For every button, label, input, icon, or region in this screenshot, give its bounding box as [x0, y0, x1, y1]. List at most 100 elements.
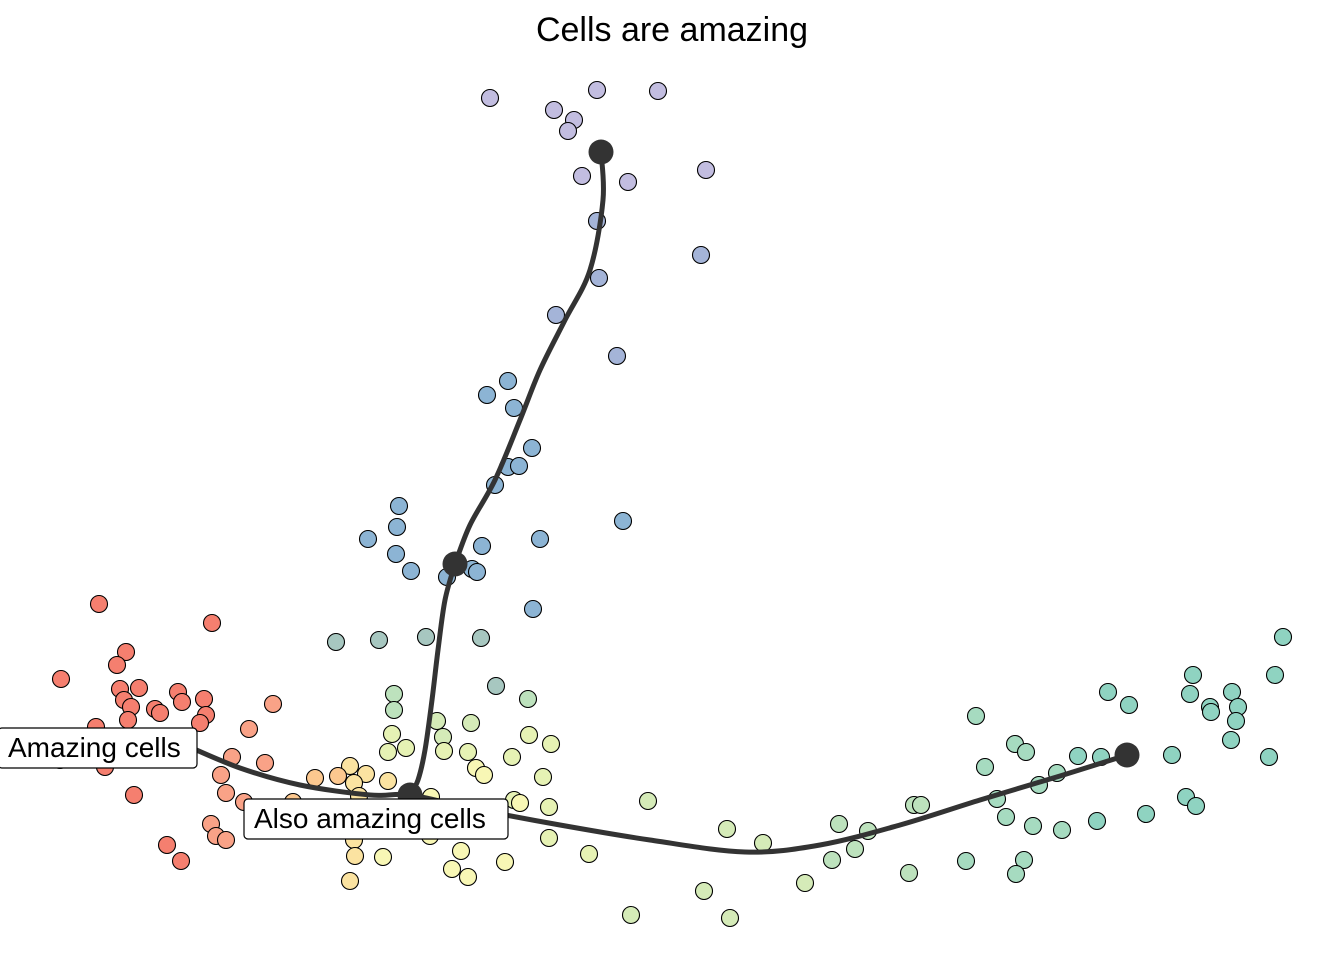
cell-point — [107, 655, 127, 675]
cell-point — [116, 642, 136, 662]
cell-point — [401, 561, 421, 581]
trajectory-node — [442, 551, 468, 577]
cell-point — [795, 873, 815, 893]
cell-point — [956, 851, 976, 871]
cell-point — [587, 80, 607, 100]
cell-point — [356, 764, 376, 784]
cell-point — [717, 819, 737, 839]
cell-point — [1273, 627, 1293, 647]
cell-point — [458, 742, 478, 762]
cell-point — [477, 385, 497, 405]
cell-point — [530, 529, 550, 549]
cell-point — [118, 710, 138, 730]
cell-point — [358, 529, 378, 549]
cell-point — [1265, 665, 1285, 685]
trajectory-lines — [182, 149, 1130, 855]
cell-point — [522, 438, 542, 458]
annotation-box — [243, 798, 509, 840]
cell-point — [396, 738, 416, 758]
trajectory-segment — [407, 561, 458, 798]
annotation-amazing-cells: Amazing cells — [0, 727, 198, 769]
cell-point — [539, 797, 559, 817]
cell-point — [1201, 702, 1221, 722]
cell-point — [533, 767, 553, 787]
cell-point — [378, 742, 398, 762]
cell-points — [50, 80, 1293, 928]
cell-point — [1136, 804, 1156, 824]
cell-point — [194, 689, 214, 709]
cell-point — [89, 594, 109, 614]
cell-point — [495, 852, 515, 872]
cell-point — [845, 839, 865, 859]
cell-point — [1068, 746, 1088, 766]
cell-point — [172, 692, 192, 712]
cell-point — [190, 713, 210, 733]
cell-point — [387, 517, 407, 537]
cell-point — [1014, 850, 1034, 870]
cell-point — [502, 747, 522, 767]
annotation-label: Also amazing cells — [254, 803, 486, 834]
cell-point — [509, 456, 529, 476]
cell-point — [996, 807, 1016, 827]
cell-point — [467, 562, 487, 582]
cell-point — [607, 346, 627, 366]
cell-point — [829, 814, 849, 834]
cell-point — [211, 765, 231, 785]
cell-point — [1183, 665, 1203, 685]
cell-point — [345, 846, 365, 866]
cell-point — [340, 871, 360, 891]
cell-point — [124, 785, 144, 805]
annotation-label: Amazing cells — [8, 732, 181, 763]
cell-point — [305, 768, 325, 788]
cell-point — [389, 496, 409, 516]
cell-point — [694, 881, 714, 901]
cell-point — [1221, 730, 1241, 750]
cell-point — [539, 828, 559, 848]
cell-point — [498, 371, 518, 391]
cell-point — [1087, 811, 1107, 831]
cell-point — [1006, 864, 1026, 884]
cell-point — [458, 867, 478, 887]
cell-point — [384, 684, 404, 704]
cell-point — [451, 841, 471, 861]
cell-point — [326, 632, 346, 652]
cell-point — [510, 793, 530, 813]
cell-point — [753, 833, 773, 853]
cell-point — [544, 100, 564, 120]
cell-point — [523, 599, 543, 619]
cell-point — [638, 791, 658, 811]
cell-point — [541, 734, 561, 754]
cell-point — [369, 630, 389, 650]
trajectory-node — [1114, 742, 1140, 768]
cell-point — [434, 741, 454, 761]
cell-point — [1016, 742, 1036, 762]
cell-point — [589, 268, 609, 288]
cell-point — [899, 863, 919, 883]
cell-point — [51, 669, 71, 689]
cell-point — [822, 850, 842, 870]
annotation-box — [0, 727, 198, 769]
cell-point — [1162, 745, 1182, 765]
cell-point — [911, 795, 931, 815]
cell-point — [1180, 684, 1200, 704]
cell-point — [696, 160, 716, 180]
cell-point — [519, 725, 539, 745]
cell-point — [1023, 816, 1043, 836]
cell-point — [216, 783, 236, 803]
annotation-also-amazing-cells: Also amazing cells — [243, 798, 509, 840]
cell-point — [480, 88, 500, 108]
cell-point — [1119, 695, 1139, 715]
cell-point — [263, 694, 283, 714]
cell-point — [518, 689, 538, 709]
cell-point — [558, 121, 578, 141]
cell-point — [691, 245, 711, 265]
cell-point — [378, 771, 398, 791]
cell-point — [546, 305, 566, 325]
cell-point — [618, 172, 638, 192]
cell-point — [613, 511, 633, 531]
cell-point — [471, 628, 491, 648]
cell-point — [416, 627, 436, 647]
cell-point — [382, 724, 402, 744]
cell-point — [442, 859, 462, 879]
